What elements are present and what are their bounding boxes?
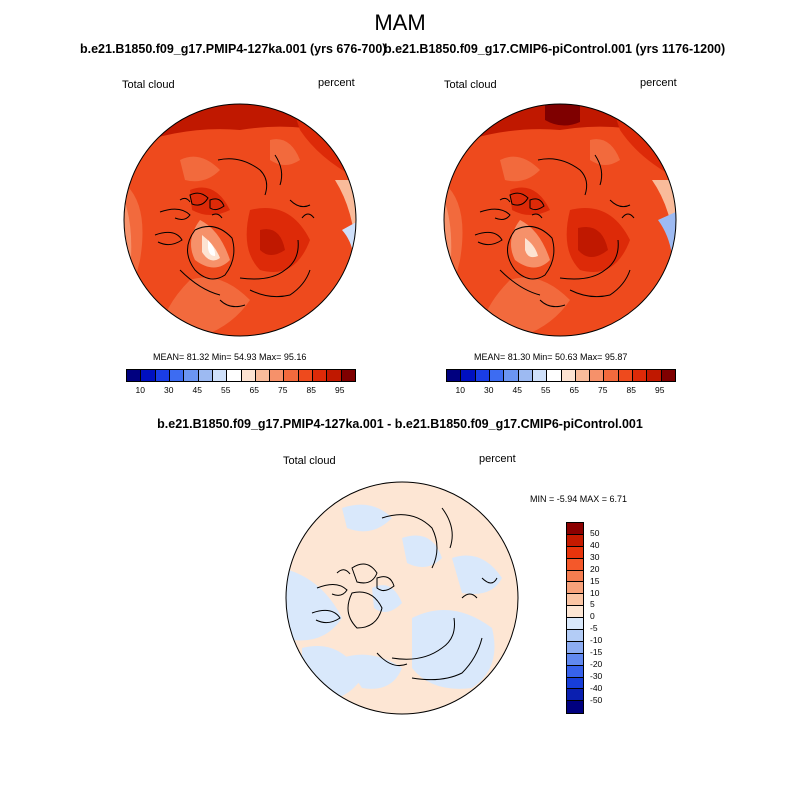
- colorbar-swatch: [198, 370, 213, 381]
- panel-2-stats: MEAN= 81.30 Min= 50.63 Max= 95.87: [474, 352, 628, 362]
- colorbar-tick-label: -20: [590, 658, 603, 669]
- colorbar-tick-label: -50: [590, 694, 603, 705]
- panel-2-polar-map: [443, 103, 677, 337]
- colorbar-tick-label: 65: [569, 385, 579, 395]
- colorbar-swatch: [618, 370, 634, 381]
- colorbar-swatch: [212, 370, 228, 381]
- panel-1-polar-map: [123, 103, 357, 337]
- colorbar-tick-label: 50: [590, 528, 600, 538]
- colorbar-swatch: [567, 641, 583, 654]
- colorbar-swatch: [567, 618, 583, 631]
- colorbar-swatch: [567, 653, 583, 666]
- colorbar-swatch: [504, 370, 519, 381]
- colorbar-tick-label: 30: [590, 551, 600, 562]
- colorbar-swatch: [341, 370, 355, 381]
- colorbar-tick-label: -10: [590, 635, 603, 646]
- panel-1-title: b.e21.B1850.f09_g17.PMIP4-127ka.001 (yrs…: [80, 42, 387, 56]
- colorbar-swatch: [561, 370, 576, 381]
- colorbar-swatch: [567, 546, 583, 559]
- colorbar-swatch: [567, 558, 583, 571]
- colorbar-swatch: [567, 665, 583, 678]
- colorbar-tick-label: 40: [590, 539, 600, 550]
- colorbar-swatch: [127, 370, 142, 381]
- panel-2-colorbar: [446, 369, 676, 382]
- colorbar-swatch: [270, 370, 285, 381]
- colorbar-swatch: [169, 370, 185, 381]
- colorbar-swatch: [284, 370, 299, 381]
- difference-units-label: percent: [479, 453, 516, 465]
- colorbar-swatch: [532, 370, 548, 381]
- colorbar-swatch: [155, 370, 170, 381]
- colorbar-tick-label: 30: [484, 385, 494, 395]
- panel-1-stats: MEAN= 81.32 Min= 54.93 Max= 95.16: [153, 352, 307, 362]
- colorbar-tick-label: 75: [598, 385, 608, 395]
- colorbar-swatch: [633, 370, 648, 381]
- colorbar-swatch: [567, 677, 583, 690]
- difference-panel-title: b.e21.B1850.f09_g17.PMIP4-127ka.001 - b.…: [157, 417, 643, 431]
- difference-colorbar: [566, 522, 584, 715]
- difference-minmax: MIN = -5.94 MAX = 6.71: [530, 494, 628, 504]
- colorbar-swatch: [661, 370, 675, 381]
- colorbar-tick-label: 10: [135, 385, 145, 395]
- colorbar-tick-label: 75: [278, 385, 288, 395]
- panel-2-variable-label: Total cloud: [444, 79, 497, 91]
- colorbar-tick-label: 55: [221, 385, 231, 395]
- colorbar-tick-label: 55: [541, 385, 551, 395]
- colorbar-tick-label: 15: [590, 575, 600, 586]
- colorbar-swatch: [567, 594, 583, 607]
- difference-polar-map: [285, 481, 519, 715]
- panel-1-colorbar: [126, 369, 356, 382]
- colorbar-swatch: [547, 370, 562, 381]
- colorbar-tick-label: -30: [590, 670, 603, 681]
- colorbar-swatch: [604, 370, 619, 381]
- colorbar-tick-label: 95: [335, 385, 345, 395]
- colorbar-tick-label: -15: [590, 647, 603, 657]
- difference-variable-label: Total cloud: [283, 455, 336, 467]
- colorbar-swatch: [227, 370, 242, 381]
- main-title: MAM: [374, 10, 426, 35]
- colorbar-tick-label: -40: [590, 682, 603, 693]
- colorbar-tick-label: 65: [249, 385, 259, 395]
- colorbar-swatch: [141, 370, 156, 381]
- colorbar-tick-label: 85: [626, 385, 636, 395]
- panel-2-units-label: percent: [640, 77, 677, 89]
- colorbar-swatch: [255, 370, 271, 381]
- colorbar-swatch: [567, 534, 583, 547]
- colorbar-swatch: [567, 570, 583, 583]
- colorbar-swatch: [313, 370, 328, 381]
- colorbar-swatch: [647, 370, 662, 381]
- panel-1-units-label: percent: [318, 77, 355, 89]
- colorbar-tick-label: -5: [590, 623, 598, 634]
- colorbar-swatch: [567, 701, 583, 714]
- colorbar-tick-label: 10: [455, 385, 465, 395]
- colorbar-swatch: [590, 370, 605, 381]
- colorbar-tick-label: 95: [655, 385, 665, 395]
- colorbar-tick-label: 85: [306, 385, 316, 395]
- colorbar-tick-label: 45: [512, 385, 522, 395]
- colorbar-swatch: [567, 606, 583, 619]
- colorbar-swatch: [327, 370, 342, 381]
- colorbar-swatch: [184, 370, 199, 381]
- colorbar-swatch: [518, 370, 533, 381]
- colorbar-tick-label: 10: [590, 587, 600, 598]
- colorbar-swatch: [475, 370, 490, 381]
- panel-1-variable-label: Total cloud: [122, 79, 175, 91]
- colorbar-swatch: [567, 689, 583, 702]
- colorbar-swatch: [298, 370, 314, 381]
- colorbar-swatch: [241, 370, 256, 381]
- colorbar-swatch: [575, 370, 591, 381]
- colorbar-tick-label: 30: [164, 385, 174, 395]
- colorbar-tick-label: 45: [192, 385, 202, 395]
- colorbar-swatch: [447, 370, 462, 381]
- colorbar-tick-label: 5: [590, 599, 595, 610]
- colorbar-swatch: [489, 370, 505, 381]
- panel-2-title: b.e21.B1850.f09_g17.CMIP6-piControl.001 …: [384, 42, 726, 56]
- colorbar-tick-label: 20: [590, 563, 600, 574]
- colorbar-swatch: [567, 523, 583, 535]
- colorbar-swatch: [567, 630, 583, 642]
- colorbar-swatch: [567, 582, 583, 595]
- colorbar-swatch: [461, 370, 476, 381]
- colorbar-tick-label: 0: [590, 611, 595, 622]
